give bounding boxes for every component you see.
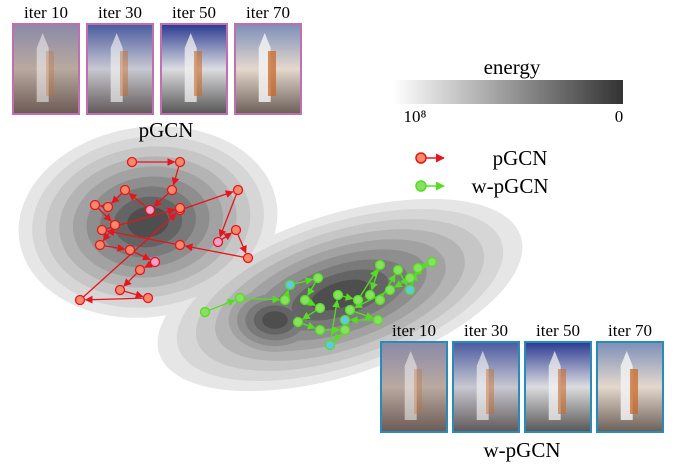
trajectory-point <box>74 294 86 306</box>
iteration-label: iter 70 <box>246 3 290 22</box>
trajectory-point <box>412 262 424 274</box>
legend-label: w-pGCN <box>472 174 549 198</box>
trajectory-step <box>179 190 234 211</box>
trajectory-point <box>314 324 326 336</box>
tank <box>630 369 638 414</box>
trajectory-point <box>299 294 311 306</box>
rocket <box>620 351 633 420</box>
trajectory-point <box>94 239 106 251</box>
trajectory-point <box>404 284 416 296</box>
trajectory-point <box>144 204 156 216</box>
trajectory-point <box>374 294 386 306</box>
trajectory-point <box>149 256 161 268</box>
legend-label: pGCN <box>493 146 548 170</box>
rocket <box>110 33 123 102</box>
trajectory-point <box>199 306 211 318</box>
trajectory-point <box>364 289 376 301</box>
trajectory-point <box>312 272 324 284</box>
trajectory-step <box>239 295 281 304</box>
trajectory-point <box>374 259 386 271</box>
trajectory-point <box>232 184 244 196</box>
rocket <box>548 351 561 420</box>
trajectory-point <box>392 264 404 276</box>
colorbar-max: 0 <box>615 107 624 126</box>
rocket <box>184 33 197 102</box>
trajectory-point <box>352 294 364 306</box>
iteration-label: iter 30 <box>98 3 142 22</box>
trajectory-point <box>372 314 384 326</box>
trajectory-step <box>184 243 249 259</box>
top-images: iter 10 iter 30 iter 50 iter 70 <box>12 3 302 115</box>
trajectory-point <box>314 302 326 314</box>
iteration-label: iter 50 <box>536 321 580 340</box>
tank <box>268 51 276 96</box>
trajectory-point <box>230 224 242 236</box>
trajectory-point <box>174 239 186 251</box>
trajectory-point <box>212 236 224 248</box>
trajectory-point <box>279 294 291 306</box>
trajectory-point <box>126 156 138 168</box>
iteration-label: iter 70 <box>608 321 652 340</box>
bottom-images: iter 10 iter 30 iter 50 iter 70 <box>380 321 664 433</box>
trajectory-point <box>134 264 146 276</box>
trajectory-point <box>339 314 351 326</box>
trajectory-point <box>96 224 108 236</box>
trajectory-point <box>292 316 304 328</box>
trajectories <box>74 156 438 351</box>
trajectory-point <box>344 304 356 316</box>
trajectory-point <box>384 284 396 296</box>
trajectory-point <box>174 156 186 168</box>
iteration-label: iter 50 <box>172 3 216 22</box>
trajectory-point <box>332 289 344 301</box>
trajectory-point <box>119 184 131 196</box>
trajectory-point <box>89 199 101 211</box>
trajectory-point <box>339 324 351 336</box>
iteration-label: iter 30 <box>464 321 508 340</box>
tank <box>558 369 566 414</box>
tank <box>46 51 54 96</box>
bottom-label: w-pGCN <box>484 438 561 462</box>
contour <box>262 311 288 329</box>
trajectory-step <box>329 299 340 346</box>
trajectory-point <box>124 244 136 256</box>
trajectory-point <box>102 201 114 213</box>
tank <box>194 51 202 96</box>
iteration-label: iter 10 <box>24 3 68 22</box>
trajectory-point <box>142 292 154 304</box>
legend: pGCN w-pGCN <box>415 146 549 198</box>
top-label: pGCN <box>139 118 194 142</box>
trajectory-step <box>218 189 239 238</box>
trajectory-point <box>109 219 121 231</box>
trajectory-step <box>357 268 378 301</box>
trajectory-step <box>79 213 177 301</box>
colorbar-title: energy <box>484 55 541 79</box>
trajectory-point <box>426 256 438 268</box>
colorbar-min: 10⁸ <box>404 107 427 126</box>
rocket <box>36 33 49 102</box>
trajectory-step <box>84 295 149 304</box>
trajectory-step <box>204 299 236 313</box>
colorbar <box>393 80 623 104</box>
rocket <box>404 351 417 420</box>
trajectory-point <box>114 284 126 296</box>
tank <box>414 369 422 414</box>
rocket <box>476 351 489 420</box>
tank <box>120 51 128 96</box>
trajectory-point <box>234 292 246 304</box>
trajectory-point <box>242 252 254 264</box>
trajectory-point <box>166 184 178 196</box>
trajectory-point <box>324 339 336 351</box>
rocket <box>258 33 271 102</box>
trajectory-step <box>106 228 181 246</box>
trajectory-point <box>174 202 186 214</box>
iteration-label: iter 10 <box>392 321 436 340</box>
trajectory-point <box>284 279 296 291</box>
tank <box>486 369 494 414</box>
trajectory-point <box>404 272 416 284</box>
